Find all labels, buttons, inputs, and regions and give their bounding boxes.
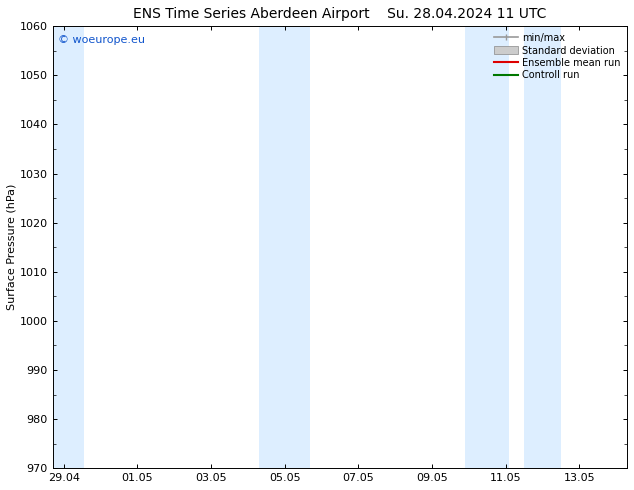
Y-axis label: Surface Pressure (hPa): Surface Pressure (hPa) [7, 184, 17, 311]
Title: ENS Time Series Aberdeen Airport    Su. 28.04.2024 11 UTC: ENS Time Series Aberdeen Airport Su. 28.… [133, 7, 547, 21]
Legend: min/max, Standard deviation, Ensemble mean run, Controll run: min/max, Standard deviation, Ensemble me… [491, 31, 622, 82]
Bar [259, 26, 311, 468]
Text: © woeurope.eu: © woeurope.eu [58, 35, 145, 45]
Bar [465, 26, 509, 468]
Bar [524, 26, 561, 468]
Bar [53, 26, 84, 468]
